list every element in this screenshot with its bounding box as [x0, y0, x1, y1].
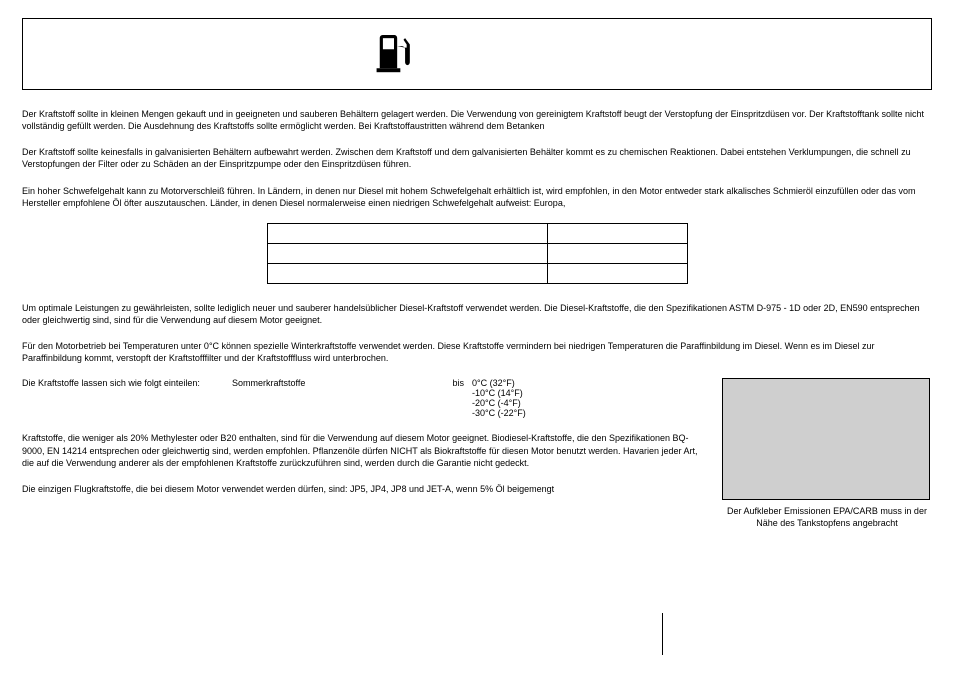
paragraph-storage: Der Kraftstoff sollte in kleinen Mengen … — [22, 108, 932, 132]
table-row — [267, 263, 687, 283]
vertical-divider — [662, 613, 663, 655]
fuel-season: Sommerkraftstoffe — [232, 378, 412, 418]
table-row — [267, 243, 687, 263]
paragraph-sulfur: Ein hoher Schwefelgehalt kann zu Motorve… — [22, 185, 932, 209]
fuel-temp: 0°C (32°F) — [472, 378, 602, 388]
header-box — [22, 18, 932, 90]
paragraph-aviation-fuel: Die einzigen Flugkraftstoffe, die bei di… — [22, 483, 704, 495]
sticker-section: Der Aufkleber Emissionen EPA/CARB muss i… — [722, 378, 932, 529]
table-row — [267, 223, 687, 243]
fuel-temp: -20°C (-4°F) — [472, 398, 602, 408]
paragraph-diesel-spec: Um optimale Leistungen zu gewährleisten,… — [22, 302, 932, 326]
spec-table — [267, 223, 688, 284]
sticker-caption: Der Aufkleber Emissionen EPA/CARB muss i… — [722, 506, 932, 529]
paragraph-biodiesel: Kraftstoffe, die weniger als 20% Methyle… — [22, 432, 704, 468]
sticker-placeholder — [722, 378, 930, 500]
fuel-to: bis — [412, 378, 464, 388]
fuel-temp: -10°C (14°F) — [472, 388, 602, 398]
fuel-pump-icon — [375, 33, 413, 77]
fuel-temp: -30°C (-22°F) — [472, 408, 602, 418]
paragraph-winter-fuel: Für den Motorbetrieb bei Temperaturen un… — [22, 340, 932, 364]
fuel-classification: Die Kraftstoffe lassen sich wie folgt ei… — [22, 378, 704, 418]
fuel-class-label: Die Kraftstoffe lassen sich wie folgt ei… — [22, 378, 232, 418]
paragraph-galvanized: Der Kraftstoff sollte keinesfalls in gal… — [22, 146, 932, 170]
